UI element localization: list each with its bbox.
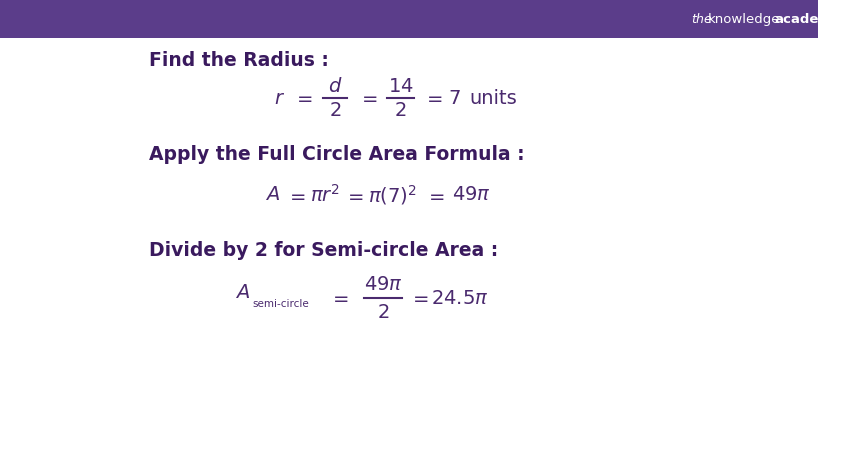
Text: $=$: $=$: [425, 185, 445, 204]
Text: $=$: $=$: [423, 89, 443, 108]
Text: $14$: $14$: [388, 76, 413, 95]
Text: Find the Radius :: Find the Radius :: [150, 50, 329, 69]
Text: $=$: $=$: [286, 185, 307, 204]
Text: $\it{the}$: $\it{the}$: [691, 12, 713, 26]
Text: $=$: $=$: [358, 89, 377, 108]
Text: $24.5\pi$: $24.5\pi$: [431, 288, 489, 307]
Text: Apply the Full Circle Area Formula :: Apply the Full Circle Area Formula :: [150, 145, 524, 165]
Text: $A$: $A$: [235, 284, 250, 302]
Text: $=$: $=$: [344, 185, 365, 204]
Text: $=$: $=$: [293, 89, 314, 108]
Text: $2$: $2$: [377, 302, 389, 321]
Text: $r$: $r$: [274, 89, 285, 108]
Text: $49\pi$: $49\pi$: [452, 185, 491, 204]
Text: academy: academy: [775, 13, 842, 26]
Text: semi-circle: semi-circle: [252, 299, 309, 309]
Text: $\pi r^2$: $\pi r^2$: [310, 184, 340, 206]
Text: $\pi(7)^2$: $\pi(7)^2$: [368, 183, 417, 207]
Text: $d$: $d$: [328, 76, 343, 95]
Text: $7$: $7$: [448, 89, 461, 108]
Text: $49\pi$: $49\pi$: [364, 274, 403, 293]
Text: units: units: [470, 89, 518, 108]
Text: $=$: $=$: [409, 288, 428, 307]
FancyBboxPatch shape: [0, 0, 818, 38]
Text: $2$: $2$: [394, 102, 406, 121]
Text: $A$: $A$: [265, 185, 280, 204]
Text: knowledge: knowledge: [707, 13, 780, 26]
Text: $=$: $=$: [329, 288, 348, 307]
Text: $2$: $2$: [329, 102, 341, 121]
Text: Divide by 2 for Semi-circle Area :: Divide by 2 for Semi-circle Area :: [150, 240, 498, 260]
